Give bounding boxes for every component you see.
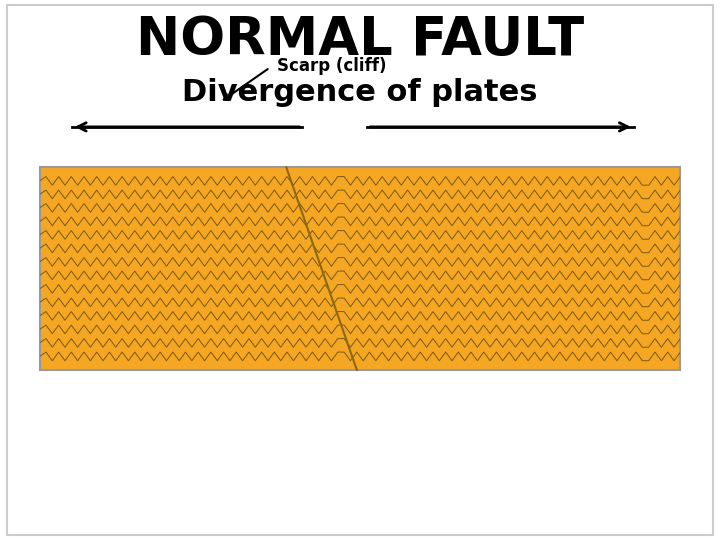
- Text: Scarp (cliff): Scarp (cliff): [277, 57, 387, 75]
- Bar: [40, 167, 680, 370]
- Text: Divergence of plates: Divergence of plates: [182, 78, 538, 107]
- Text: NORMAL FAULT: NORMAL FAULT: [136, 15, 584, 66]
